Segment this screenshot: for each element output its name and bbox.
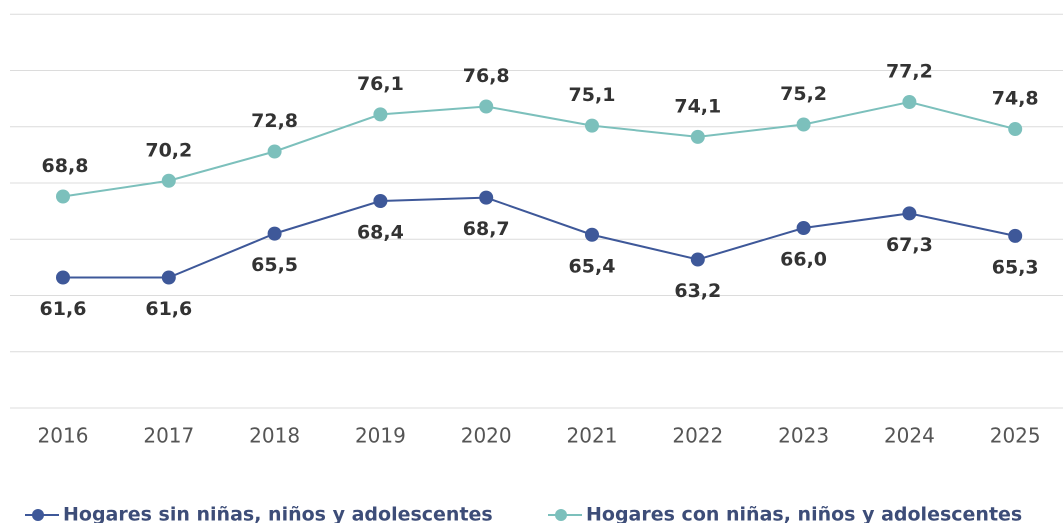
- data-label: 65,5: [251, 254, 298, 276]
- data-label: 74,8: [992, 88, 1039, 110]
- data-point: [373, 194, 388, 208]
- data-label: 70,2: [145, 139, 192, 161]
- x-tick-label: 2022: [672, 424, 723, 448]
- data-point: [690, 252, 705, 267]
- data-label: 76,8: [463, 65, 510, 87]
- data-point: [796, 221, 811, 235]
- x-tick-label: 2025: [990, 424, 1041, 448]
- legend-marker: [555, 509, 567, 521]
- data-point: [56, 189, 70, 204]
- legend-marker: [32, 509, 44, 521]
- data-label: 65,3: [992, 256, 1039, 278]
- data-point: [902, 206, 917, 221]
- data-label: 76,1: [357, 73, 404, 95]
- data-point: [902, 95, 917, 109]
- data-label: 68,4: [357, 222, 404, 244]
- data-point: [161, 173, 176, 188]
- legend-label: Hogares con niñas, niños y adolescentes: [586, 504, 1022, 523]
- data-label: 72,8: [251, 110, 298, 132]
- data-label: 77,2: [886, 61, 933, 83]
- data-label: 65,4: [569, 255, 616, 277]
- data-point: [479, 99, 494, 114]
- data-point: [585, 227, 599, 242]
- data-label: 63,2: [674, 280, 721, 302]
- data-point: [373, 107, 388, 122]
- series-line: [63, 196, 1016, 279]
- data-label: 75,1: [569, 84, 616, 106]
- data-label: 66,0: [780, 249, 827, 271]
- data-point: [479, 190, 494, 205]
- data-point: [56, 270, 70, 285]
- data-label: 68,8: [42, 155, 89, 177]
- data-label: 74,1: [674, 95, 721, 117]
- data-point: [267, 144, 282, 159]
- x-tick-label: 2017: [143, 424, 194, 448]
- x-tick-label: 2020: [461, 424, 512, 448]
- data-point: [161, 270, 176, 285]
- x-tick-label: 2018: [249, 424, 300, 448]
- data-point: [796, 117, 811, 132]
- x-tick-label: 2019: [355, 424, 406, 448]
- series-line: [62, 100, 1016, 198]
- data-point: [267, 226, 282, 241]
- data-label: 61,6: [40, 298, 87, 320]
- data-point: [690, 129, 705, 144]
- data-point: [1008, 228, 1023, 243]
- x-tick-label: 2016: [38, 424, 89, 448]
- legend-label: Hogares sin niñas, niños y adolescentes: [63, 504, 493, 523]
- x-tick-label: 2021: [567, 424, 618, 448]
- data-label: 67,3: [886, 234, 933, 256]
- data-label: 75,2: [780, 83, 827, 105]
- data-point: [1008, 122, 1023, 136]
- x-tick-label: 2023: [778, 424, 829, 448]
- x-tick-label: 2024: [884, 424, 935, 448]
- data-label: 61,6: [145, 298, 192, 320]
- data-point: [585, 118, 599, 133]
- data-label: 68,7: [463, 218, 510, 240]
